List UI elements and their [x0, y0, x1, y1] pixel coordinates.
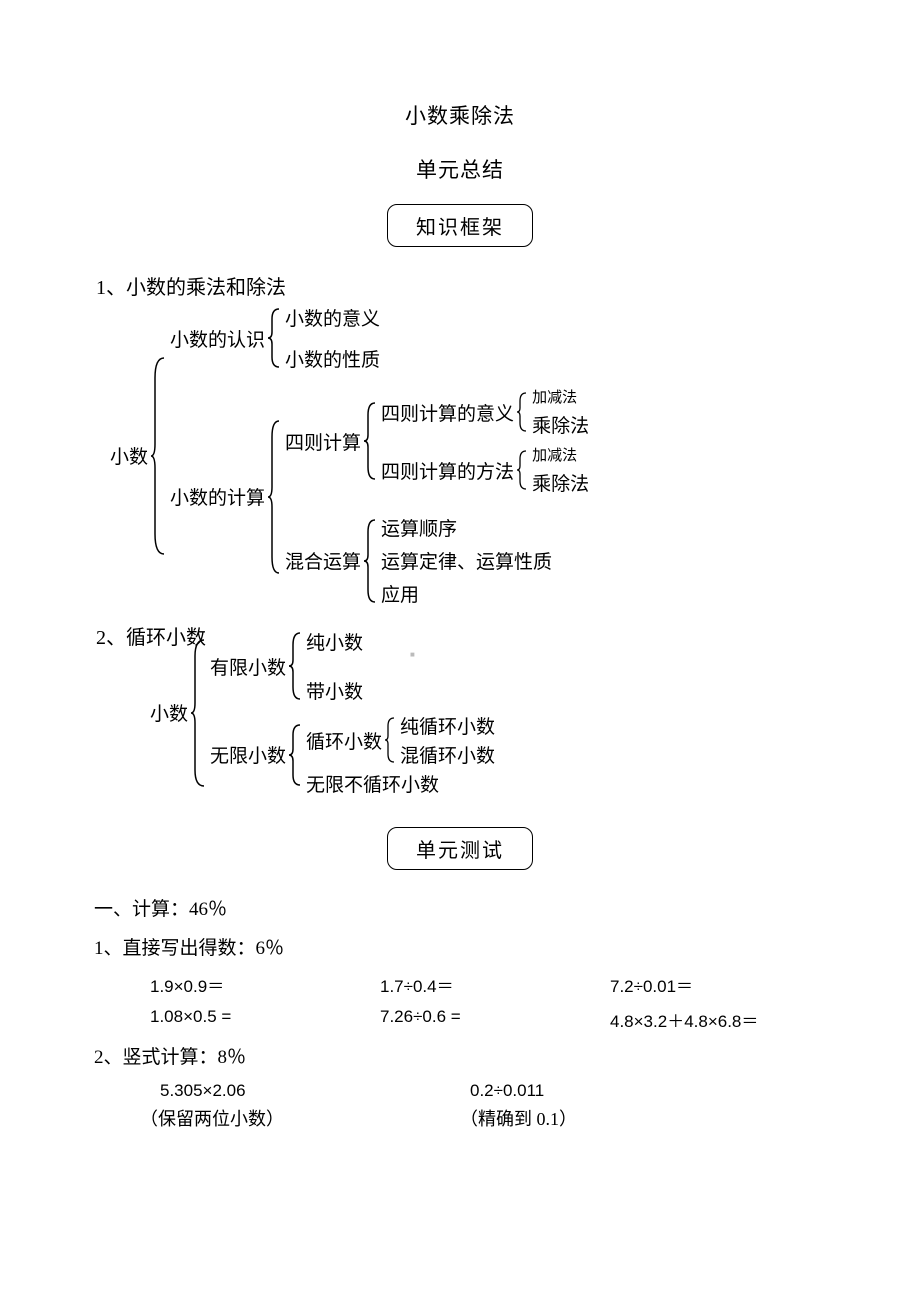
tree1-n1b: 小数的性质: [285, 345, 380, 372]
q2-row1: 5.305×2.06 0.2÷0.011: [90, 1081, 830, 1101]
tree2-n1a: 纯小数: [306, 628, 363, 655]
q1-r2c3: 4.8×3.2＋4.8×6.8＝: [610, 1007, 840, 1032]
q2-r2c2: （精确到 0.1）: [410, 1105, 730, 1131]
tree2-n2b: 无限不循环小数: [306, 770, 495, 797]
brace-icon: [288, 723, 304, 787]
box-heading-text-1: 知识框架: [387, 204, 533, 247]
test-h1: 一、计算：46％: [94, 894, 830, 921]
tree1-n1a: 小数的意义: [285, 304, 380, 331]
tree2-n2: 无限小数: [210, 741, 286, 768]
q1-row1: 1.9×0.9＝ 1.7÷0.4＝ 7.2÷0.01＝: [90, 972, 830, 997]
brace-icon: [516, 449, 530, 491]
q1-r1c1: 1.9×0.9＝: [150, 972, 380, 997]
q2-r1c2: 0.2÷0.011: [430, 1081, 740, 1101]
tree1-n2a2a: 加减法: [532, 444, 589, 465]
tree-2: 小数 有限小数 纯小数 带小数 无限小数: [150, 628, 830, 797]
tree1-n2b1: 运算顺序: [381, 514, 552, 541]
tree2-n2a: 循环小数: [306, 727, 382, 754]
tree1-n2b2: 运算定律、运算性质: [381, 547, 552, 574]
doc-title: 小数乘除法: [90, 100, 830, 130]
q1-row2: 1.08×0.5 = 7.26÷0.6 = 4.8×3.2＋4.8×6.8＝: [90, 1007, 830, 1032]
watermark-dot: ■: [410, 650, 415, 659]
doc-subtitle: 单元总结: [90, 154, 830, 184]
brace-icon: [267, 307, 283, 369]
q1-r1c3: 7.2÷0.01＝: [610, 972, 840, 997]
q2-row2: （保留两位小数） （精确到 0.1）: [90, 1105, 830, 1131]
tree2-n2a2: 混循环小数: [400, 741, 495, 768]
tree1-n2a1a: 加减法: [532, 386, 589, 407]
tree1-n2a1: 四则计算的意义: [381, 399, 514, 426]
brace-icon: [190, 638, 208, 788]
box-heading-frame-1: 知识框架: [90, 204, 830, 247]
tree1-n1: 小数的认识: [170, 325, 265, 352]
tree1-n2: 小数的计算: [170, 483, 265, 510]
section-1-heading: 1、小数的乘法和除法: [96, 271, 830, 300]
tree1-n2a1b: 乘除法: [532, 411, 589, 438]
brace-icon: [267, 419, 283, 575]
test-q2: 2、竖式计算：8％: [94, 1042, 830, 1069]
brace-icon: [288, 631, 304, 701]
box-heading-frame-2: 单元测试: [90, 827, 830, 870]
box-heading-text-2: 单元测试: [387, 827, 533, 870]
q1-r2c1: 1.08×0.5 =: [150, 1007, 380, 1032]
q2-r2c1: （保留两位小数）: [140, 1105, 410, 1131]
brace-icon: [150, 356, 168, 556]
brace-icon: [384, 716, 398, 764]
tree-1: 小数 小数的认识 小数的意义 小数的性质 小数的计算: [110, 304, 830, 607]
tree2-n1: 有限小数: [210, 653, 286, 680]
test-q1: 1、直接写出得数：6％: [94, 933, 830, 960]
tree1-n2b: 混合运算: [285, 547, 361, 574]
tree1-n2a: 四则计算: [285, 428, 361, 455]
tree1-n2a2b: 乘除法: [532, 469, 589, 496]
tree2-n2a1: 纯循环小数: [400, 712, 495, 739]
q1-r2c2: 7.26÷0.6 =: [380, 1007, 610, 1032]
q2-r1c1: 5.305×2.06: [160, 1081, 430, 1101]
brace-icon: [363, 518, 379, 604]
tree2-n1b: 带小数: [306, 677, 363, 704]
brace-icon: [516, 391, 530, 433]
tree1-n2b3: 应用: [381, 580, 552, 607]
tree2-root: 小数: [150, 699, 188, 726]
tree1-n2a2: 四则计算的方法: [381, 457, 514, 484]
brace-icon: [363, 401, 379, 481]
tree1-root: 小数: [110, 442, 148, 469]
q1-r1c2: 1.7÷0.4＝: [380, 972, 610, 997]
